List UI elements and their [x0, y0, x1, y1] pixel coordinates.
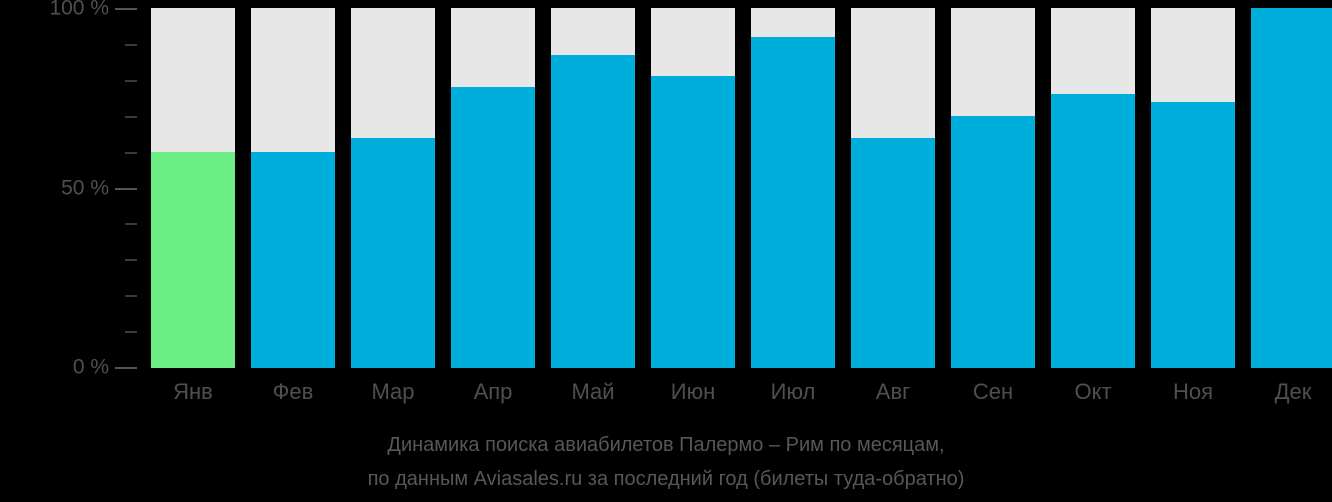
- bar-column[interactable]: [151, 8, 235, 368]
- bar-fill: [251, 152, 335, 368]
- y-axis-tick: [115, 187, 137, 190]
- y-axis-tick: [125, 295, 137, 298]
- x-axis-tick-label: Дек: [1274, 379, 1312, 404]
- bar-fill: [651, 76, 735, 368]
- x-axis: Янв Фев Мар Апр Май Июн Июл Авг Сен Окт Ноя Дек: [151, 376, 1332, 416]
- x-axis-tick-label: Фев: [272, 379, 314, 404]
- x-axis-tick-label: Май: [571, 379, 615, 404]
- chart-caption: Динамика поиска авиабилетов Палермо – Ри…: [0, 428, 1332, 496]
- bar-column[interactable]: [351, 8, 435, 368]
- y-axis-tick: [125, 43, 137, 46]
- bar-fill: [551, 54, 635, 368]
- bar-fill: [951, 116, 1035, 368]
- x-axis-tick-label: Июл: [770, 379, 816, 404]
- y-axis-tick: [125, 79, 137, 82]
- bar-fill: [1151, 101, 1235, 368]
- x-axis-tick-label: Ноя: [1172, 379, 1214, 404]
- bar-column[interactable]: [1051, 8, 1135, 368]
- bar-fill: [151, 152, 235, 368]
- bar-column[interactable]: [251, 8, 335, 368]
- caption-line-2: по данным Aviasales.ru за последний год …: [367, 468, 965, 490]
- bar-fill: [751, 36, 835, 368]
- bar-column[interactable]: [651, 8, 735, 368]
- bar-fill: [1251, 8, 1332, 368]
- plot-area: [151, 0, 1332, 368]
- bar-column[interactable]: [1151, 8, 1235, 368]
- x-axis-tick-label: Мар: [371, 379, 415, 404]
- bar-column[interactable]: [551, 8, 635, 368]
- x-axis-tick-label: Янв: [173, 379, 213, 404]
- y-axis-tick: [125, 331, 137, 334]
- y-axis-tick: [115, 367, 137, 369]
- bar-column[interactable]: [1251, 8, 1332, 368]
- y-axis-tick: [115, 8, 137, 10]
- x-axis-tick-label: Июн: [670, 379, 716, 404]
- bar-fill: [1051, 94, 1135, 368]
- y-axis-tick: [125, 115, 137, 118]
- y-axis-tick: [125, 259, 137, 262]
- y-axis-tick-label: 50 %: [61, 176, 109, 199]
- y-axis: 100 % 50 % 0 %: [0, 0, 151, 380]
- y-axis-tick-label: 100 %: [49, 0, 109, 20]
- x-axis-tick-label: Авг: [875, 379, 911, 404]
- bar-column[interactable]: [751, 8, 835, 368]
- bar-column[interactable]: [851, 8, 935, 368]
- caption-line-1: Динамика поиска авиабилетов Палермо – Ри…: [387, 434, 945, 456]
- y-axis-tick-label: 0 %: [72, 355, 109, 379]
- bar-fill: [351, 137, 435, 368]
- x-axis-tick-label: Окт: [1074, 379, 1112, 404]
- x-axis-tick-label: Апр: [473, 379, 513, 404]
- bar-column[interactable]: [951, 8, 1035, 368]
- y-axis-tick: [125, 151, 137, 154]
- bar-fill: [451, 87, 535, 368]
- bar-column[interactable]: [451, 8, 535, 368]
- x-axis-tick-label: Сен: [972, 379, 1014, 404]
- y-axis-tick: [125, 223, 137, 226]
- bar-fill: [851, 137, 935, 368]
